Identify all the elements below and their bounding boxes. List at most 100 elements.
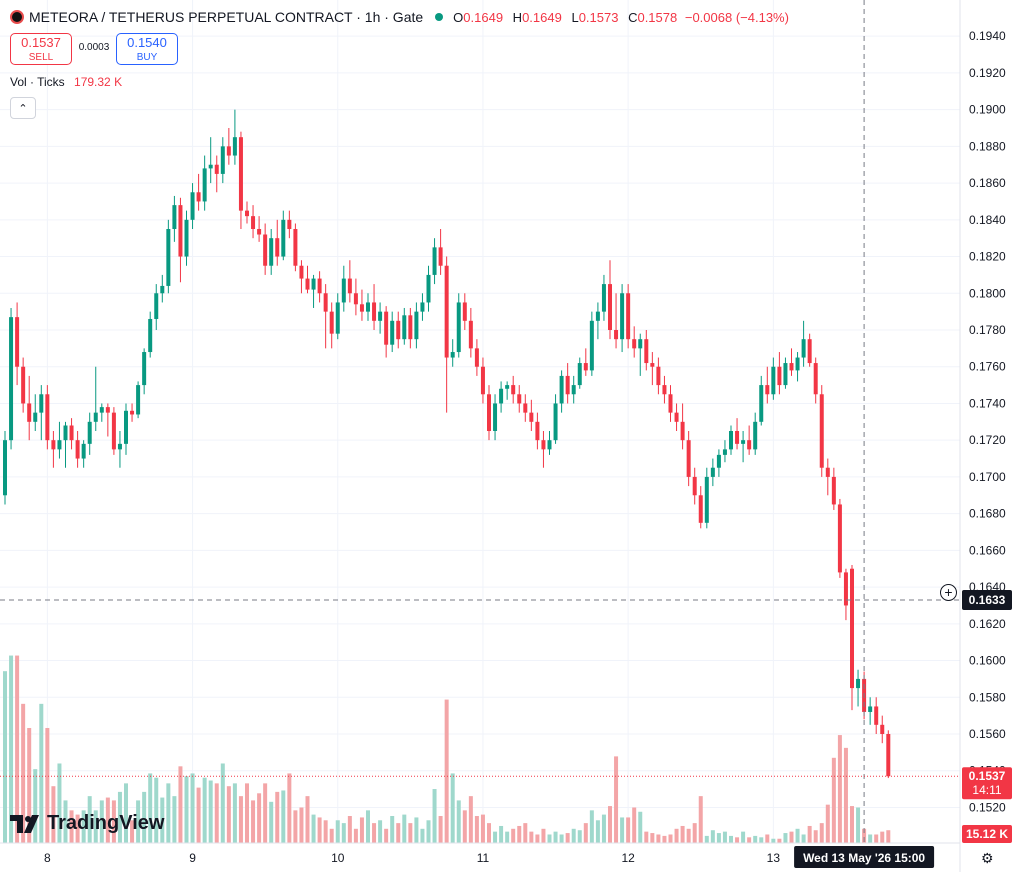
candle-body[interactable]: [468, 320, 473, 349]
candle-body[interactable]: [130, 410, 135, 415]
candle-body[interactable]: [493, 403, 498, 431]
candle-body[interactable]: [704, 476, 709, 523]
candle-body[interactable]: [819, 394, 824, 468]
candle-body[interactable]: [105, 407, 110, 413]
candle-body[interactable]: [511, 385, 516, 395]
candle-body[interactable]: [359, 304, 364, 312]
candle-body[interactable]: [311, 278, 316, 290]
candle-body[interactable]: [220, 146, 225, 174]
candle-body[interactable]: [601, 284, 606, 312]
candle-body[interactable]: [577, 363, 582, 386]
candle-body[interactable]: [45, 394, 50, 441]
candle-body[interactable]: [111, 412, 116, 450]
candle-body[interactable]: [184, 219, 189, 257]
candle-body[interactable]: [698, 495, 703, 523]
candle-body[interactable]: [63, 425, 68, 441]
candle-body[interactable]: [850, 568, 854, 689]
candle-body[interactable]: [456, 302, 461, 353]
candle-body[interactable]: [880, 724, 885, 734]
candle-body[interactable]: [722, 449, 727, 455]
candle-body[interactable]: [372, 302, 377, 321]
candle-body[interactable]: [517, 394, 522, 404]
candle-body[interactable]: [142, 352, 147, 386]
candle-body[interactable]: [323, 293, 328, 312]
candle-body[interactable]: [710, 467, 715, 477]
candle-body[interactable]: [384, 311, 389, 345]
add-alert-plus-icon[interactable]: +: [940, 584, 957, 601]
candle-body[interactable]: [801, 339, 806, 358]
candle-body[interactable]: [541, 440, 546, 450]
candle-body[interactable]: [886, 734, 891, 777]
candle-body[interactable]: [595, 311, 600, 321]
candle-body[interactable]: [831, 476, 836, 505]
settings-gear-icon[interactable]: ⚙: [981, 850, 994, 866]
candle-body[interactable]: [505, 385, 510, 389]
candle-body[interactable]: [154, 293, 159, 319]
candle-body[interactable]: [753, 421, 758, 450]
candle-body[interactable]: [263, 234, 268, 266]
candle-body[interactable]: [589, 320, 594, 371]
candle-body[interactable]: [426, 274, 431, 303]
candle-body[interactable]: [668, 394, 673, 413]
candle-body[interactable]: [771, 366, 776, 395]
candle-body[interactable]: [747, 440, 752, 450]
candle-body[interactable]: [420, 302, 425, 312]
candle-body[interactable]: [347, 278, 352, 294]
candle-body[interactable]: [759, 385, 764, 422]
candle-body[interactable]: [39, 394, 44, 413]
candle-body[interactable]: [450, 352, 455, 358]
candle-body[interactable]: [626, 293, 631, 340]
candle-body[interactable]: [632, 339, 637, 349]
candle-body[interactable]: [293, 229, 298, 266]
candle-body[interactable]: [402, 315, 407, 340]
candle-body[interactable]: [674, 412, 679, 422]
candle-body[interactable]: [735, 431, 740, 444]
candle-body[interactable]: [390, 320, 395, 345]
candle-body[interactable]: [487, 394, 491, 431]
candle-body[interactable]: [614, 330, 619, 340]
candle-body[interactable]: [208, 164, 213, 169]
candle-body[interactable]: [716, 454, 721, 468]
candle-body[interactable]: [245, 210, 249, 217]
candle-body[interactable]: [644, 339, 649, 364]
candle-body[interactable]: [547, 440, 552, 450]
candle-body[interactable]: [9, 317, 14, 441]
candle-body[interactable]: [33, 412, 38, 422]
candle-body[interactable]: [305, 278, 310, 290]
candle-body[interactable]: [275, 238, 280, 257]
candle-body[interactable]: [662, 385, 667, 395]
candle-body[interactable]: [741, 440, 746, 444]
candle-body[interactable]: [638, 339, 643, 349]
candle-body[interactable]: [523, 403, 528, 413]
candle-body[interactable]: [257, 229, 262, 235]
candle-body[interactable]: [299, 265, 304, 279]
candle-body[interactable]: [462, 302, 467, 321]
candle-body[interactable]: [777, 366, 782, 386]
candle-body[interactable]: [608, 284, 612, 330]
candle-body[interactable]: [438, 247, 443, 266]
candle-body[interactable]: [281, 219, 286, 257]
candle-body[interactable]: [317, 278, 322, 294]
candle-body[interactable]: [287, 219, 292, 229]
candle-body[interactable]: [75, 440, 80, 459]
candle-body[interactable]: [535, 421, 540, 441]
candle-body[interactable]: [620, 293, 625, 340]
candle-body[interactable]: [329, 311, 334, 334]
candle-body[interactable]: [583, 363, 588, 371]
candle-body[interactable]: [160, 285, 165, 294]
candle-body[interactable]: [232, 137, 237, 156]
candle-body[interactable]: [172, 205, 177, 229]
candle-body[interactable]: [474, 348, 479, 367]
candle-body[interactable]: [51, 440, 56, 450]
candle-body[interactable]: [3, 440, 7, 496]
candle-body[interactable]: [99, 407, 104, 413]
candle-body[interactable]: [166, 229, 171, 286]
candle-body[interactable]: [81, 443, 86, 459]
candle-body[interactable]: [190, 192, 195, 220]
candle-body[interactable]: [680, 421, 685, 441]
candle-body[interactable]: [136, 385, 141, 415]
candle-body[interactable]: [807, 339, 812, 364]
candle-body[interactable]: [408, 315, 413, 340]
buy-button[interactable]: 0.1540 BUY: [116, 33, 178, 65]
candle-body[interactable]: [837, 504, 842, 573]
